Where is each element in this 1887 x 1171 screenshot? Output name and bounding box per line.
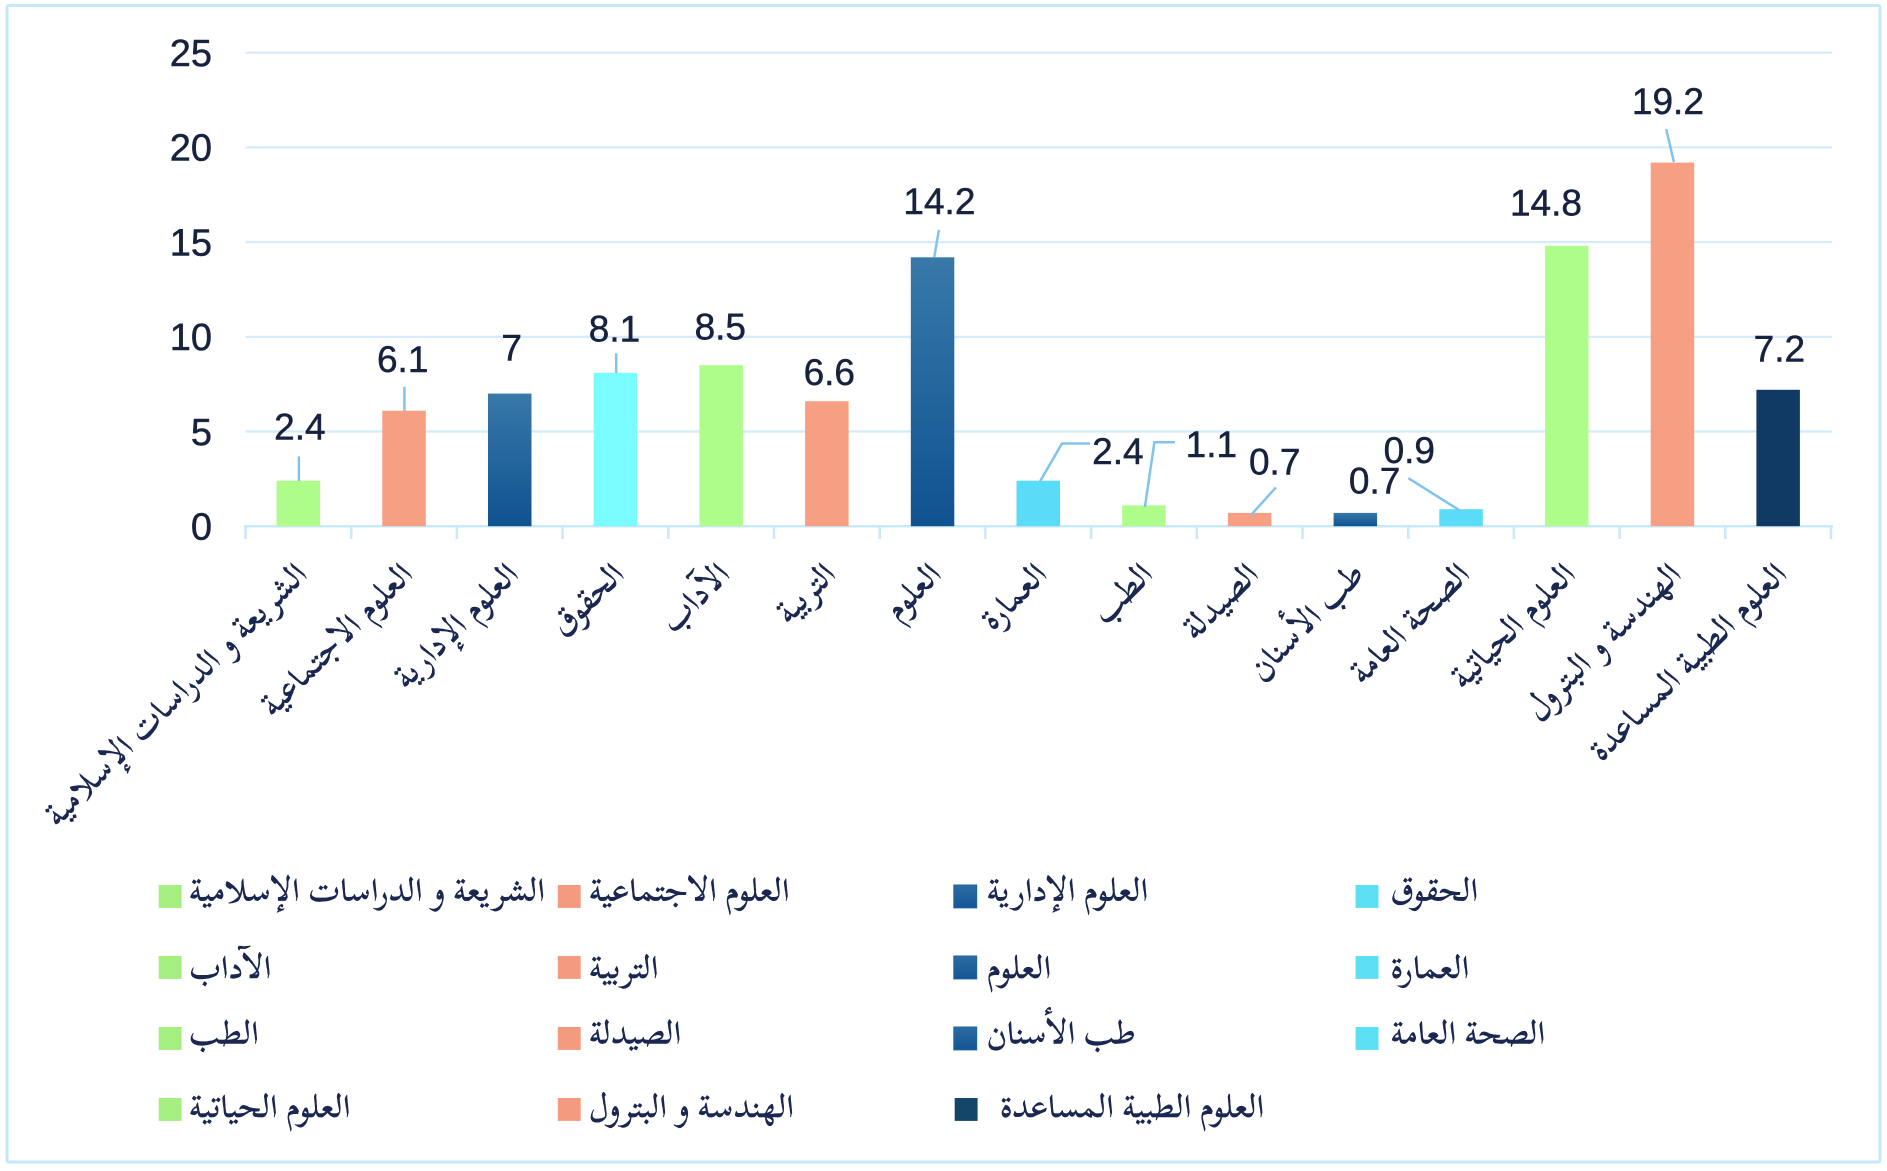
svg-text:0.9: 0.9 <box>1384 430 1435 471</box>
svg-text:0.7: 0.7 <box>1249 442 1300 483</box>
svg-text:10: 10 <box>170 317 212 359</box>
svg-text:20: 20 <box>170 128 212 170</box>
svg-text:6.1: 6.1 <box>377 339 428 380</box>
svg-text:7: 7 <box>501 328 522 369</box>
svg-text:2.4: 2.4 <box>1092 431 1143 472</box>
svg-text:8.1: 8.1 <box>589 309 640 350</box>
svg-text:25: 25 <box>170 33 212 75</box>
svg-text:0.7: 0.7 <box>1349 461 1400 502</box>
svg-text:14.8: 14.8 <box>1510 183 1582 224</box>
svg-text:2.4: 2.4 <box>274 407 325 448</box>
svg-text:5: 5 <box>191 412 212 454</box>
svg-text:6.6: 6.6 <box>804 352 855 393</box>
svg-text:14.2: 14.2 <box>903 181 975 222</box>
svg-text:19.2: 19.2 <box>1632 81 1704 122</box>
svg-text:7.2: 7.2 <box>1754 329 1805 370</box>
svg-text:15: 15 <box>170 222 212 264</box>
svg-text:1.1: 1.1 <box>1186 424 1237 465</box>
svg-text:8.5: 8.5 <box>695 307 746 348</box>
svg-text:0: 0 <box>191 507 212 549</box>
